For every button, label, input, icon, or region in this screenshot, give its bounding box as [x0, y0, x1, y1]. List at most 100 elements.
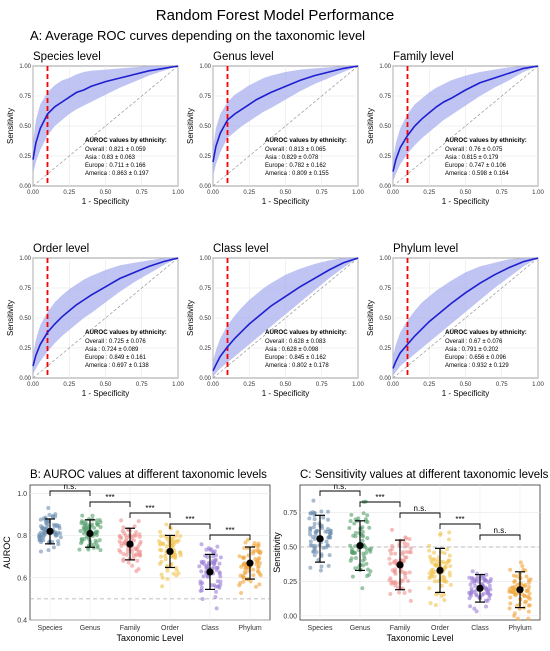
strip-point: [364, 561, 369, 566]
roc-x-tick-label: 0.25: [423, 190, 435, 196]
strip-point: [468, 604, 473, 609]
roc-mean-curve: [32, 65, 179, 160]
strip-point: [432, 550, 437, 555]
strip-point: [400, 552, 405, 557]
strip-point: [135, 558, 140, 563]
strip-point: [360, 586, 365, 591]
strip-point: [246, 553, 251, 558]
strip-point: [427, 571, 432, 576]
roc-confidence-band: [393, 258, 538, 376]
roc-panel-species: Species level 0.000.00 0.25 0.25 0.50 0.50 0.7…: [6, 51, 184, 206]
auroc-annotation-heading: AUROC values by ethnicity:: [265, 329, 347, 336]
strip-point: [248, 579, 253, 584]
strip-point: [164, 544, 169, 549]
strip-point: [53, 532, 58, 537]
strip-point: [511, 586, 516, 591]
strip-point: [197, 564, 202, 569]
strip-y-tick-label: 1.0: [17, 491, 27, 498]
strip-point: [138, 553, 143, 558]
strip-point: [518, 560, 523, 565]
strip-point: [523, 582, 528, 587]
roc-x-tick-label: 0.00: [27, 190, 39, 196]
roc-y-tick-label: 1.00: [379, 64, 391, 70]
roc-y-tick-label: 1.00: [379, 256, 391, 262]
strip-point: [239, 590, 244, 595]
auroc-annotation-line: Europe : 0.782 ± 0.162: [265, 163, 327, 169]
roc-y-tick-label: 0.50: [379, 124, 391, 130]
roc-y-tick-label: 0.50: [199, 124, 211, 130]
strip-point: [447, 573, 452, 578]
roc-x-tick-label: 0.00: [207, 382, 219, 388]
strip-point: [258, 551, 263, 556]
strip-point: [403, 575, 408, 580]
strip-point: [360, 529, 365, 534]
strip-point: [243, 570, 248, 575]
roc-y-tick-label: 0.50: [199, 316, 211, 322]
strip-point: [237, 554, 242, 559]
strip-point: [119, 518, 124, 523]
strip-point: [124, 535, 129, 540]
strip-point: [447, 553, 452, 558]
roc-y-axis-label: Sensitivity: [366, 300, 375, 336]
section-b-title: B: AUROC values at different taxonomic l…: [30, 469, 267, 481]
strip-point: [484, 586, 489, 591]
strip-point: [365, 567, 370, 572]
roc-x-tick-label: 1.00: [532, 382, 544, 388]
section-a-title: A: Average ROC curves depending on the t…: [30, 28, 365, 43]
strip-x-tick-label: Phylum: [238, 625, 262, 632]
auroc-annotation-line: America : 0.809 ± 0.155: [265, 171, 329, 177]
significance-label: n.s.: [334, 482, 347, 491]
strip-point: [134, 552, 139, 557]
strip-point: [520, 564, 525, 569]
strip-point: [353, 531, 358, 536]
strip-point: [77, 547, 82, 552]
roc-confidence-band: [213, 66, 358, 177]
strip-point: [121, 525, 126, 530]
strip-point: [507, 606, 512, 611]
strip-y-axis-label: AUROC: [2, 536, 12, 569]
roc-y-tick-label: 0.75: [19, 286, 31, 292]
strip-y-tick-label: 0.75: [283, 510, 297, 517]
roc-diagonal-reference: [32, 257, 179, 379]
significance-bracket: [439, 523, 481, 529]
strip-point: [428, 554, 433, 559]
significance-label: n.s.: [64, 482, 77, 491]
strip-point: [176, 538, 181, 543]
strip-point: [350, 574, 355, 579]
strip-point: [83, 525, 88, 530]
strip-point: [163, 557, 168, 562]
strip-point: [388, 561, 393, 566]
roc-y-tick-label: 1.00: [199, 64, 211, 70]
mean-point: [476, 584, 484, 592]
roc-x-tick-label: 0.00: [27, 382, 39, 388]
auroc-annotation-line: Europe : 0.656 ± 0.096: [445, 355, 507, 361]
strip-point: [389, 551, 394, 556]
strip-point: [512, 579, 517, 584]
strip-x-tick-label: Class: [201, 625, 219, 632]
strip-point: [365, 520, 370, 525]
strip-point: [159, 534, 164, 539]
roc-confidence-band: [33, 66, 178, 174]
strip-point: [408, 598, 413, 603]
strip-point: [97, 518, 102, 523]
strip-point: [313, 533, 318, 538]
strip-point: [243, 540, 248, 545]
strip-point: [510, 590, 515, 595]
strip-point: [174, 568, 179, 573]
strip-point: [508, 595, 513, 600]
strip-point: [316, 557, 321, 562]
strip-point: [442, 575, 447, 580]
strip-point: [312, 553, 317, 558]
strip-point: [402, 591, 407, 596]
roc-x-tick-label: 1.00: [352, 382, 364, 388]
strip-point: [472, 606, 477, 611]
strip-y-tick-label: 0.4: [17, 618, 27, 625]
auroc-annotation-heading: AUROC values by ethnicity:: [445, 137, 527, 144]
strip-point: [214, 589, 219, 594]
strip-point: [430, 567, 435, 572]
strip-point: [307, 532, 312, 537]
strip-point: [168, 526, 173, 531]
strip-point: [254, 584, 259, 589]
roc-confidence-band: [393, 66, 538, 182]
roc-y-tick-label: 0.25: [199, 154, 211, 160]
